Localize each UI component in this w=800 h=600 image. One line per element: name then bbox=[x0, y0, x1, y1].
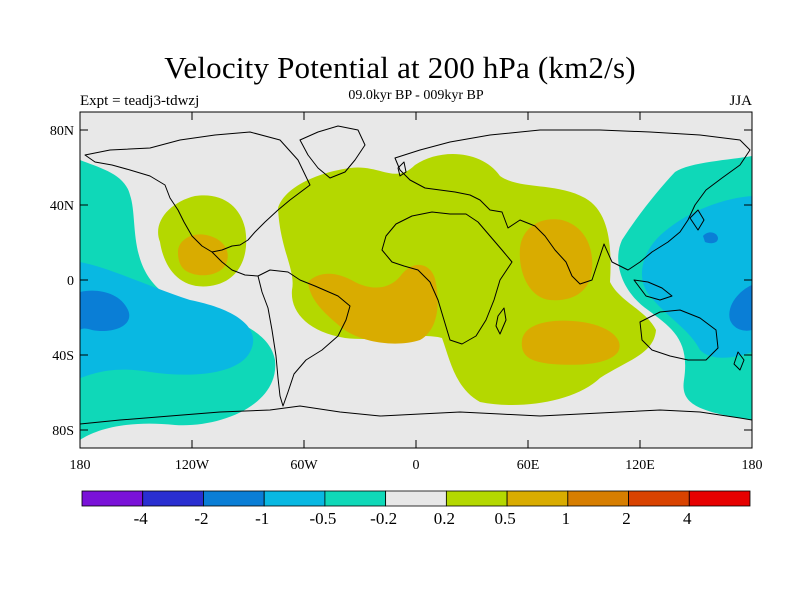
lon-tick-label: 120E bbox=[625, 458, 655, 473]
contour-pos05-south-america bbox=[308, 264, 438, 344]
coast-central-america bbox=[211, 251, 259, 277]
coast-eurasia bbox=[394, 129, 751, 285]
colorbar-label: 2 bbox=[622, 509, 631, 528]
contour-pos05-indian-ocean bbox=[519, 219, 593, 301]
contour-neg05-east-pacific bbox=[80, 262, 254, 378]
colorbar-swatch bbox=[688, 490, 751, 507]
colorbar-swatch bbox=[445, 490, 508, 507]
coast-africa bbox=[381, 211, 513, 345]
lat-tick-label: 0 bbox=[67, 274, 74, 289]
coast-greenland bbox=[299, 125, 366, 179]
coast-north-america bbox=[84, 131, 311, 253]
lat-tick-label: 80S bbox=[52, 424, 74, 439]
colorbar-swatch bbox=[567, 490, 629, 507]
lat-tick-label: 40N bbox=[50, 199, 74, 214]
contour-pos05-central-america bbox=[178, 234, 228, 276]
lon-tick-label: 0 bbox=[413, 458, 420, 473]
chart-title: Velocity Potential at 200 hPa (km2/s) bbox=[164, 50, 636, 85]
experiment-label: Expt = teadj3-tdwzj bbox=[80, 93, 200, 109]
colorbar-label: 1 bbox=[562, 509, 571, 528]
colorbar-swatch bbox=[324, 490, 387, 507]
colorbar-swatch bbox=[81, 490, 144, 507]
coast-madagascar bbox=[495, 307, 507, 335]
lon-tick-label: 180 bbox=[742, 458, 763, 473]
lon-tick-labels: 180 120W 60W 0 60E 120E 180 bbox=[70, 458, 763, 473]
colorbar-swatch bbox=[203, 490, 265, 507]
contour-neg1-west-pacific-a bbox=[729, 285, 752, 331]
colorbar-label: -0.5 bbox=[309, 509, 336, 528]
colorbar: -4 -2 -1 -0.5 -0.2 0.2 0.5 1 2 4 bbox=[81, 490, 751, 528]
contour-neg1-west-pacific-b bbox=[703, 232, 718, 244]
lat-tick-label: 40S bbox=[52, 349, 74, 364]
colorbar-swatch bbox=[628, 490, 690, 507]
colorbar-label: 4 bbox=[683, 509, 692, 528]
colorbar-label: 0.5 bbox=[494, 509, 515, 528]
colorbar-label: 0.2 bbox=[434, 509, 455, 528]
coast-uk bbox=[397, 161, 407, 177]
colorbar-swatch bbox=[506, 490, 569, 507]
colorbar-label: -2 bbox=[194, 509, 208, 528]
coast-south-america bbox=[257, 269, 351, 407]
coast-japan bbox=[689, 209, 705, 231]
contour-neg1-east-pacific bbox=[80, 290, 130, 332]
coast-new-zealand bbox=[733, 351, 745, 371]
colorbar-swatch bbox=[142, 490, 204, 507]
coast-australia bbox=[639, 309, 719, 361]
lon-tick-label: 180 bbox=[70, 458, 91, 473]
colorbar-label: -0.2 bbox=[370, 509, 397, 528]
season-label: JJA bbox=[729, 93, 752, 109]
colorbar-swatch bbox=[263, 490, 326, 507]
contour-pos05-southern-indian bbox=[521, 320, 620, 365]
lon-tick-label: 60W bbox=[290, 458, 318, 473]
lon-tick-label: 120W bbox=[175, 458, 210, 473]
colorbar-swatch bbox=[385, 490, 447, 507]
lat-tick-labels: 80N 40N 0 40S 80S bbox=[50, 124, 74, 439]
lon-axis bbox=[79, 112, 753, 448]
contour-neg05-west-pacific bbox=[641, 196, 752, 358]
lat-axis bbox=[80, 129, 752, 431]
coast-maritime-asia bbox=[633, 279, 673, 301]
coast-antarctica bbox=[80, 405, 752, 425]
colorbar-label: -1 bbox=[255, 509, 269, 528]
lat-tick-label: 80N bbox=[50, 124, 74, 139]
coastlines bbox=[80, 125, 752, 425]
chart-subtitle: 09.0kyr BP - 009kyr BP bbox=[348, 88, 484, 103]
lon-tick-label: 60E bbox=[517, 458, 540, 473]
map-panel bbox=[80, 112, 752, 448]
colorbar-label: -4 bbox=[134, 509, 149, 528]
